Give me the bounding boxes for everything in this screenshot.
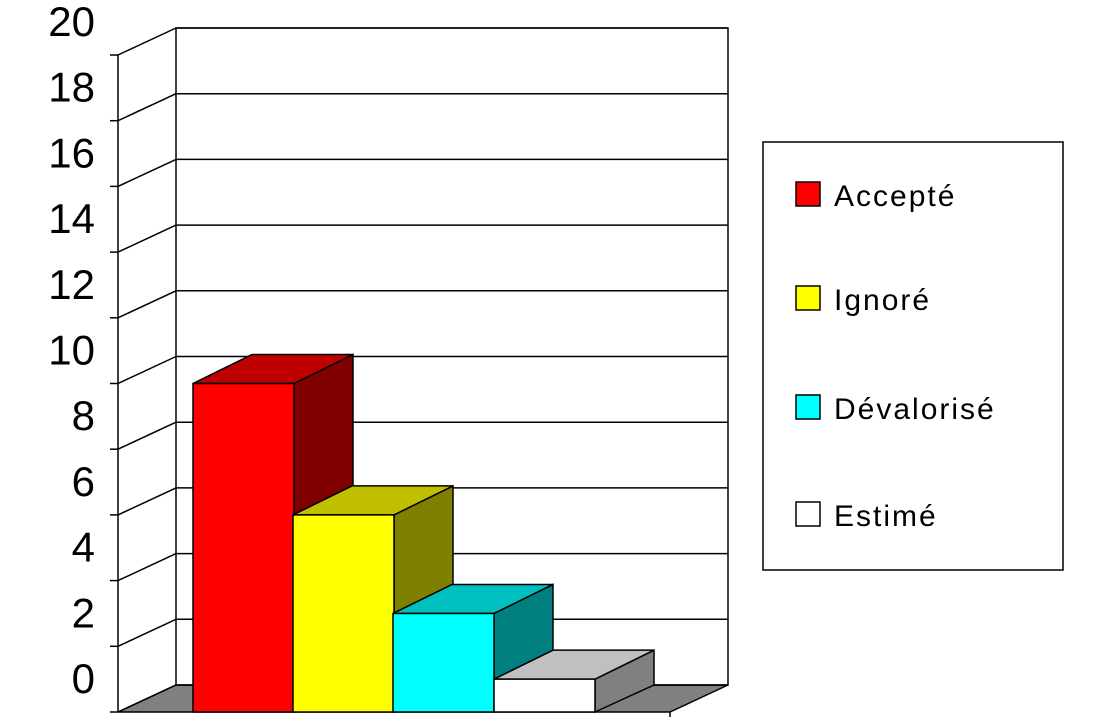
y-tick-label: 6 [72, 458, 95, 505]
gridline-side [117, 618, 177, 647]
legend-swatch [795, 394, 821, 420]
y-axis: 0 2 4 6 8 10 12 14 16 18 20 [48, 0, 671, 717]
y-tick-label: 16 [48, 129, 95, 176]
gridline-side [117, 27, 177, 56]
bar-front [493, 678, 596, 713]
legend-item: Accepté [795, 180, 956, 213]
y-tick-label: 14 [48, 195, 95, 242]
legend-label: Accepté [834, 180, 956, 213]
gridline-side [117, 552, 177, 582]
gridline-side [117, 93, 177, 122]
y-tick-label: 8 [72, 392, 95, 439]
legend-item: Estimé [795, 500, 938, 533]
gridline-side [117, 355, 177, 385]
legend-swatch [795, 285, 821, 311]
legend-label: Ignoré [834, 284, 931, 317]
legend: Accepté Ignoré Dévalorisé Estimé [762, 141, 1064, 571]
gridline-side [117, 421, 177, 450]
bar [493, 648, 655, 714]
gridline-side [117, 224, 177, 253]
legend-label: Dévalorisé [834, 393, 996, 426]
y-tick-label: 2 [72, 589, 95, 636]
legend-box [762, 141, 1064, 571]
y-tick-label: 10 [48, 327, 95, 374]
y-tick-label: 12 [48, 261, 95, 308]
gridline-side [117, 158, 177, 188]
y-tick-label: 20 [48, 0, 95, 45]
bar-front [292, 514, 395, 713]
y-tick-label: 4 [72, 524, 95, 571]
legend-swatch [795, 181, 821, 207]
legend-label: Estimé [834, 500, 938, 533]
legend-item: Dévalorisé [795, 393, 996, 426]
bars [192, 353, 655, 714]
y-tick-label: 0 [72, 655, 95, 702]
gridline-side [117, 684, 177, 713]
gridline-side [117, 290, 177, 319]
legend-item: Ignoré [795, 284, 931, 317]
y-tick-label: 18 [48, 64, 95, 111]
legend-swatch [795, 501, 821, 527]
bar-front [392, 612, 495, 713]
gridline-side [117, 487, 177, 516]
bar-front [192, 382, 295, 713]
